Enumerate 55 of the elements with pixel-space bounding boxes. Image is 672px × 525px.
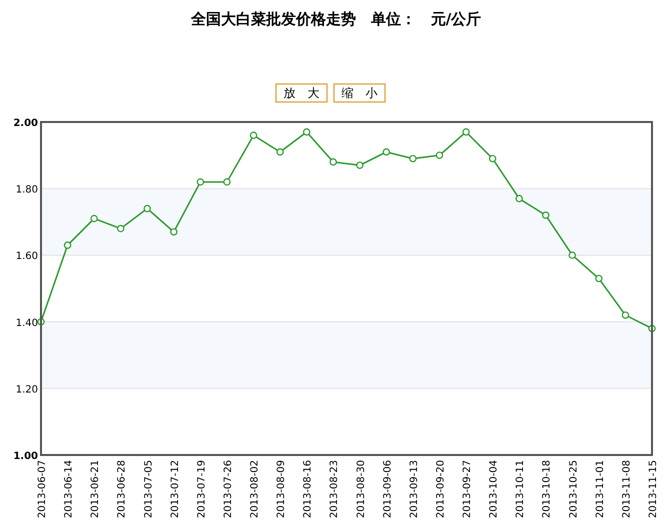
point xyxy=(595,274,603,282)
y-tick-label: 1.40 xyxy=(16,318,38,329)
x-tick-label: 2013-09-27 xyxy=(462,460,474,518)
point xyxy=(462,128,470,136)
x-tick-label: 2013-09-06 xyxy=(382,460,394,518)
point xyxy=(356,162,364,169)
x-tick-label: 2013-10-18 xyxy=(542,460,553,518)
x-tick-label: 2013-07-05 xyxy=(143,460,154,518)
y-tick-label: 1.00 xyxy=(13,451,38,462)
x-tick-label: 2013-06-28 xyxy=(116,460,128,518)
x-tick-label: 2013-10-11 xyxy=(515,460,526,518)
point xyxy=(515,194,523,202)
x-tick-label: 2013-10-04 xyxy=(488,460,500,518)
x-tick-label: 2013-06-14 xyxy=(64,460,75,518)
x-tick-label: 2013-08-30 xyxy=(356,460,367,518)
x-tick-label: 2013-06-21 xyxy=(90,460,102,518)
x-tick-label: 2013-11-15 xyxy=(648,460,659,518)
x-tick-label: 2013-09-20 xyxy=(435,460,446,518)
x-tick-label: 2013-10-25 xyxy=(568,460,580,518)
point xyxy=(196,178,204,186)
y-tick-label: 1.80 xyxy=(16,184,38,196)
chart-title: 全国大白菜批发价格走势 单位： 元/公斤 xyxy=(190,10,482,28)
x-tick-label: 2013-11-08 xyxy=(621,460,632,518)
point xyxy=(488,154,496,162)
zoom-button: 放 大 xyxy=(275,83,328,103)
x-tick-label: 2013-11-01 xyxy=(594,460,606,518)
point xyxy=(250,132,258,140)
x-tick-label: 2013-08-02 xyxy=(250,460,261,518)
x-tick-label: 2013-07-19 xyxy=(196,460,208,518)
point xyxy=(330,158,337,166)
x-tick-label: 2013-08-16 xyxy=(302,460,314,518)
zoom-button: 缩 小 xyxy=(333,83,386,103)
point xyxy=(382,148,390,156)
point xyxy=(223,178,231,186)
x-tick-label: 2013-07-12 xyxy=(170,460,181,518)
point xyxy=(170,228,178,236)
point xyxy=(409,154,417,162)
x-tick-label: 2013-08-09 xyxy=(276,460,288,518)
point xyxy=(542,212,550,219)
point xyxy=(276,148,284,156)
x-tick-label: 2013-07-26 xyxy=(222,460,234,518)
point xyxy=(622,311,630,319)
y-tick-label: 2.00 xyxy=(13,118,38,129)
point xyxy=(117,224,124,232)
x-tick-label: 2013-06-07 xyxy=(37,460,48,518)
x-tick-label: 2013-08-23 xyxy=(329,460,340,518)
y-tick-label: 1.20 xyxy=(16,384,38,396)
point xyxy=(568,252,576,259)
point xyxy=(302,128,310,136)
point xyxy=(64,242,72,249)
point xyxy=(90,214,98,222)
y-tick-label: 1.60 xyxy=(16,251,38,262)
point xyxy=(436,152,444,159)
x-tick-label: 2013-09-13 xyxy=(408,460,420,518)
point xyxy=(144,204,151,212)
